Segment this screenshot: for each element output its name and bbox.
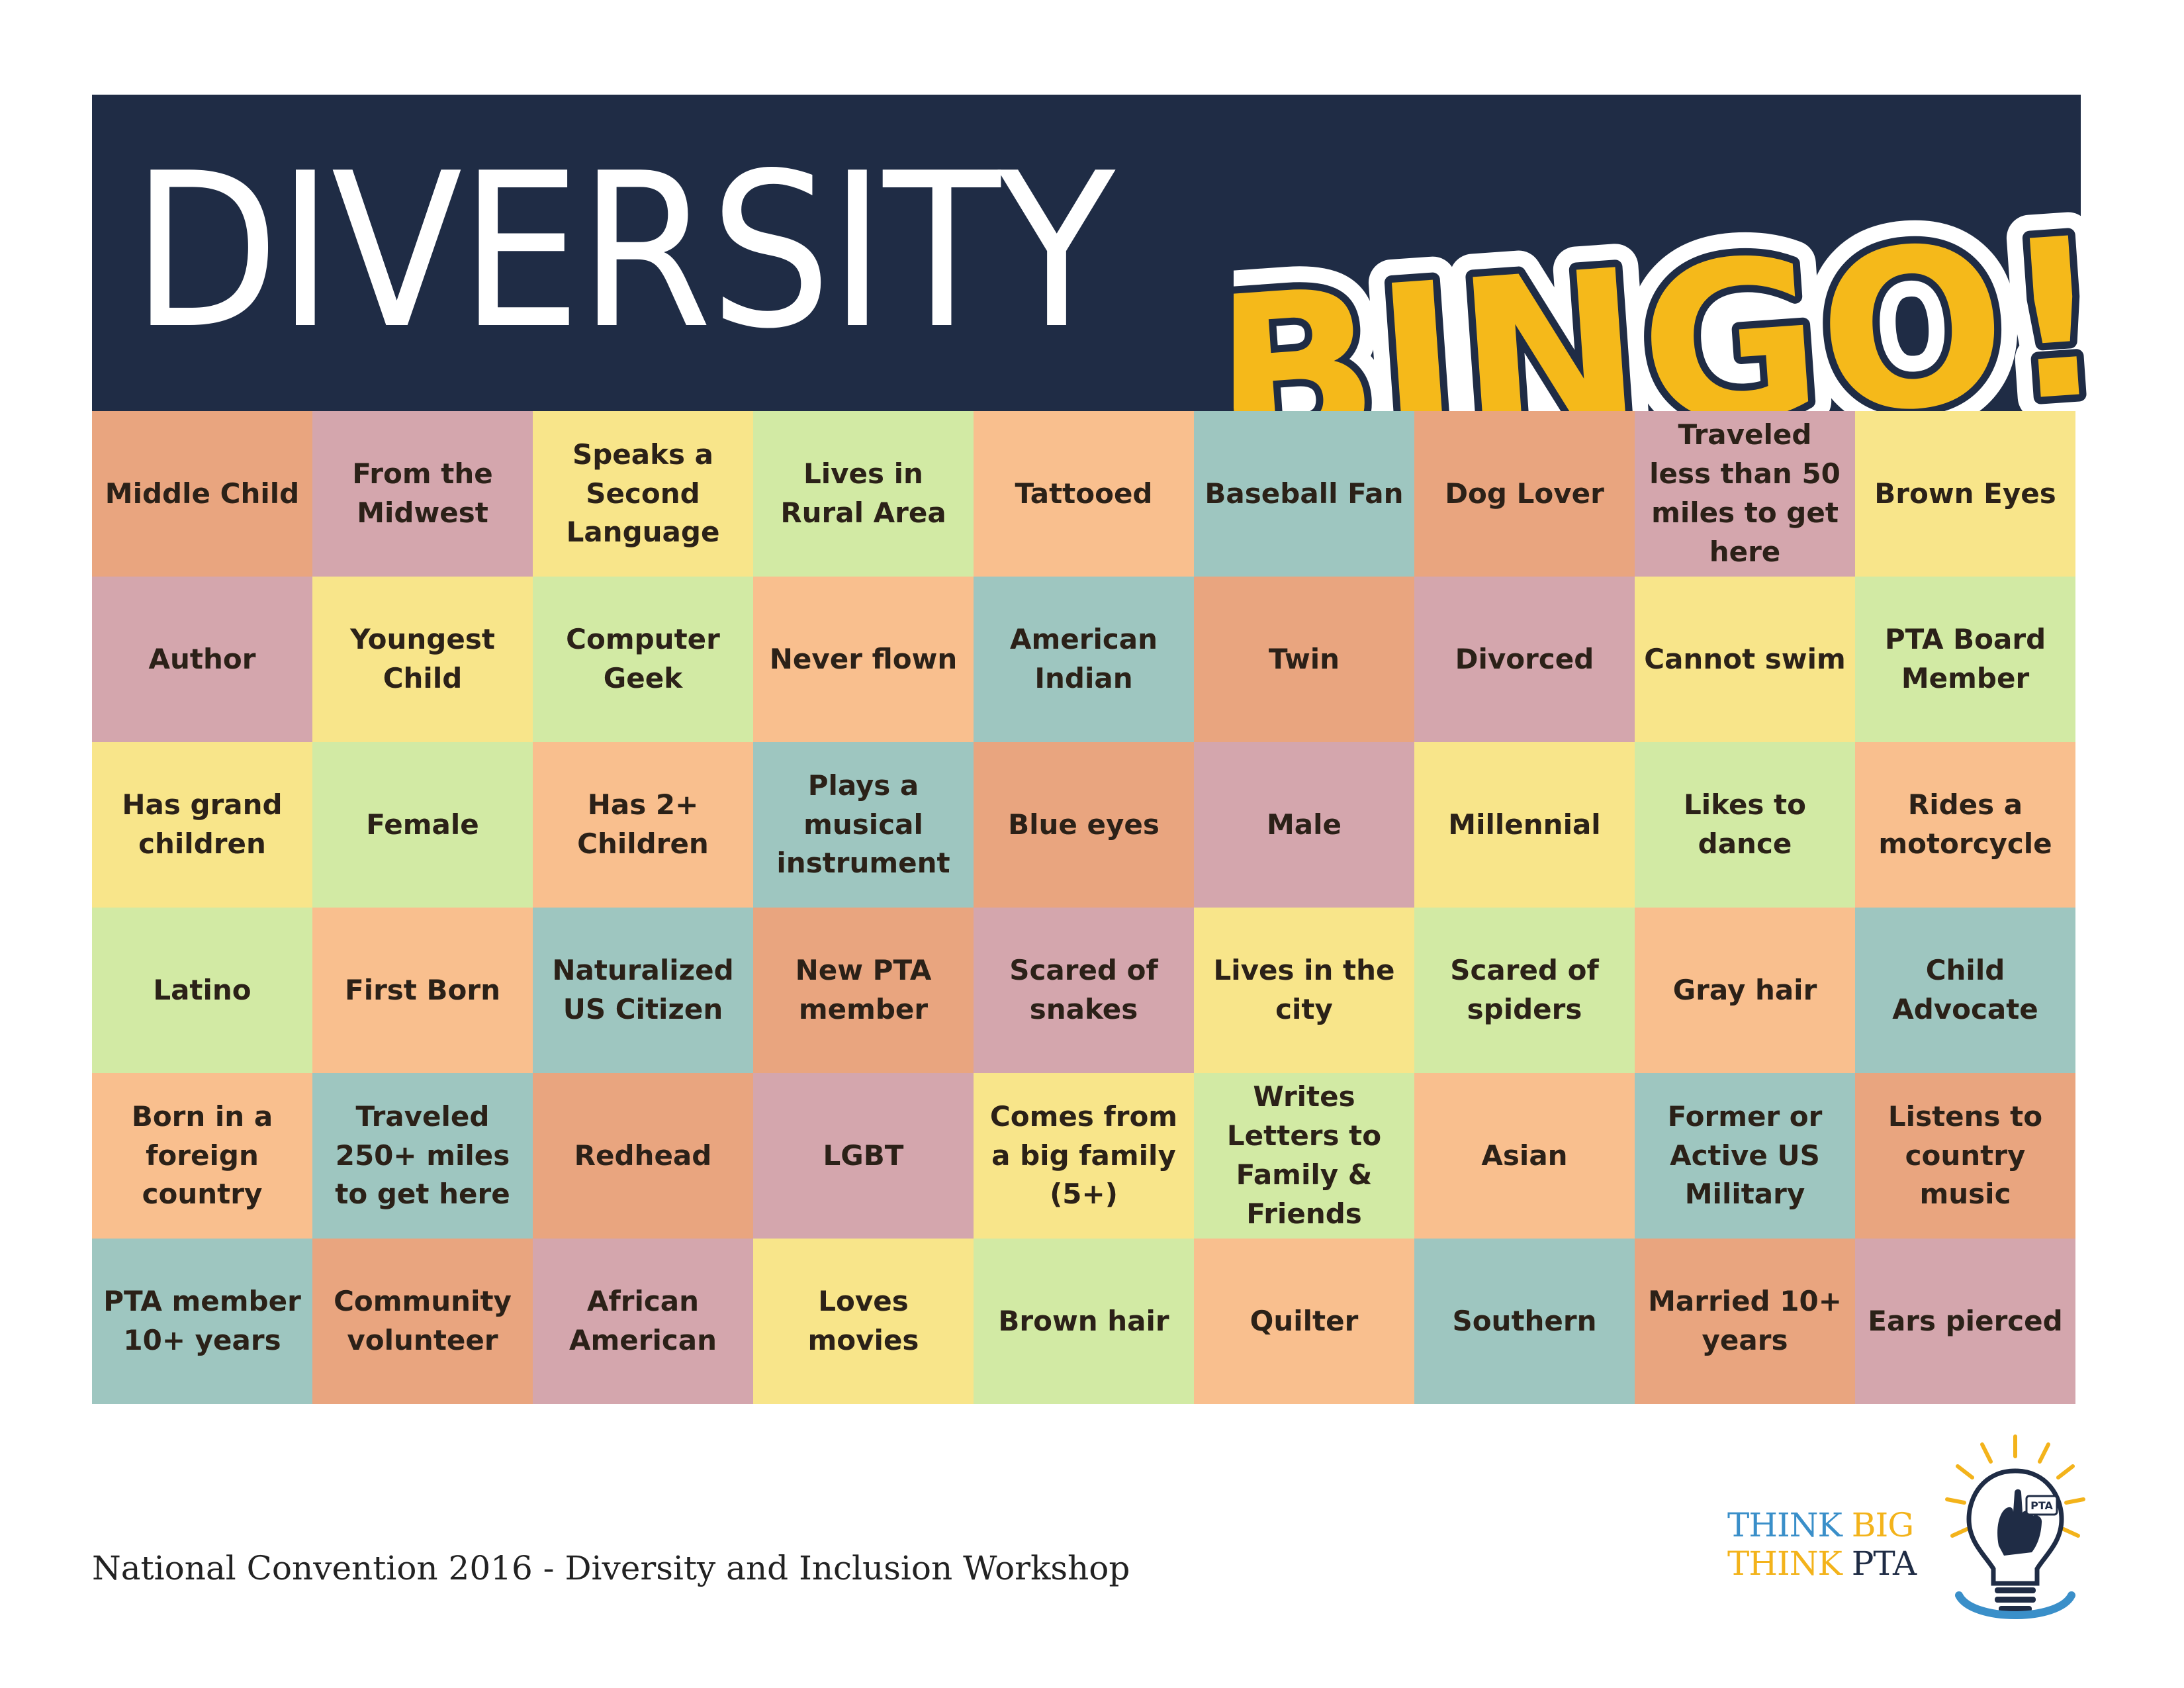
bingo-cell: Never flown bbox=[753, 577, 974, 742]
logo-line-1: THINK BIG bbox=[1727, 1506, 1916, 1544]
bingo-cell: Latino bbox=[92, 908, 312, 1073]
bingo-cell: Loves movies bbox=[753, 1239, 974, 1404]
bingo-cell: Southern bbox=[1414, 1239, 1635, 1404]
bingo-cell: African American bbox=[533, 1239, 753, 1404]
bingo-cell: Redhead bbox=[533, 1073, 753, 1239]
bingo-cell: LGBT bbox=[753, 1073, 974, 1239]
bingo-cell: Naturalized US Citizen bbox=[533, 908, 753, 1073]
logo-wordmark: THINK BIG THINK PTA bbox=[1727, 1506, 1917, 1583]
bingo-cell: Plays a musical instrument bbox=[753, 742, 974, 908]
bingo-cell: From the Midwest bbox=[312, 411, 533, 577]
bingo-cell: Baseball Fan bbox=[1194, 411, 1414, 577]
bingo-cell: Traveled less than 50 miles to get here bbox=[1635, 411, 1855, 577]
bingo-cell: Listens to country music bbox=[1855, 1073, 2075, 1239]
bingo-cell: Former or Active US Military bbox=[1635, 1073, 1855, 1239]
bingo-cell: Author bbox=[92, 577, 312, 742]
bingo-cell: Asian bbox=[1414, 1073, 1635, 1239]
logo-big: BIG bbox=[1851, 1506, 1914, 1544]
bingo-cell: Scared of snakes bbox=[974, 908, 1194, 1073]
bingo-cell: Speaks a Second Language bbox=[533, 411, 753, 577]
bingo-cell: Lives in the city bbox=[1194, 908, 1414, 1073]
bingo-cell: Male bbox=[1194, 742, 1414, 908]
bingo-cell: Writes Letters to Family & Friends bbox=[1194, 1073, 1414, 1239]
bingo-cell: Computer Geek bbox=[533, 577, 753, 742]
bingo-cell: American Indian bbox=[974, 577, 1194, 742]
logo-think-2: THINK bbox=[1727, 1544, 1843, 1583]
bingo-cell: Twin bbox=[1194, 577, 1414, 742]
bingo-cell: Rides a motorcycle bbox=[1855, 742, 2075, 908]
pta-badge bbox=[2025, 1495, 2058, 1516]
bingo-cell: Dog Lover bbox=[1414, 411, 1635, 577]
bingo-cell: Blue eyes bbox=[974, 742, 1194, 908]
bingo-cell: Gray hair bbox=[1635, 908, 1855, 1073]
bingo-cell: Quilter bbox=[1194, 1239, 1414, 1404]
bingo-cell: Tattooed bbox=[974, 411, 1194, 577]
logo-line-2: THINK PTA bbox=[1727, 1544, 1917, 1583]
bingo-cell: Youngest Child bbox=[312, 577, 533, 742]
bingo-cell: Brown Eyes bbox=[1855, 411, 2075, 577]
think-big-think-pta-logo: THINK BIG THINK PTA PTA bbox=[1727, 1430, 2098, 1628]
logo-think-1: THINK bbox=[1727, 1506, 1843, 1544]
bingo-cell: Married 10+ years bbox=[1635, 1239, 1855, 1404]
bingo-cell: Community volunteer bbox=[312, 1239, 533, 1404]
bingo-cell: Has 2+ Children bbox=[533, 742, 753, 908]
bingo-cell: PTA member 10+ years bbox=[92, 1239, 312, 1404]
bingo-cell: Comes from a big family (5+) bbox=[974, 1073, 1194, 1239]
bingo-cell: Brown hair bbox=[974, 1239, 1194, 1404]
bingo-cell: First Born bbox=[312, 908, 533, 1073]
bingo-cell: Ears pierced bbox=[1855, 1239, 2075, 1404]
bingo-cell: Likes to dance bbox=[1635, 742, 1855, 908]
logo-pta: PTA bbox=[1851, 1544, 1917, 1583]
lightbulb-hand-icon: PTA bbox=[1945, 1434, 2085, 1619]
bingo-cell: Scared of spiders bbox=[1414, 908, 1635, 1073]
bingo-cell: Female bbox=[312, 742, 533, 908]
bingo-cell: Middle Child bbox=[92, 411, 312, 577]
footer-caption: National Convention 2016 - Diversity and… bbox=[92, 1549, 1130, 1587]
bingo-cell: Divorced bbox=[1414, 577, 1635, 742]
pta-badge-label: PTA bbox=[2030, 1499, 2053, 1512]
hand-icon bbox=[1997, 1489, 2042, 1556]
bingo-cell: Traveled 250+ miles to get here bbox=[312, 1073, 533, 1239]
bingo-grid: Middle Child From the Midwest Speaks a Sec… bbox=[92, 411, 2075, 1404]
bingo-cell: New PTA member bbox=[753, 908, 974, 1073]
bingo-cell: Born in a foreign country bbox=[92, 1073, 312, 1239]
title-banner: DIVERSITY BINGO! BINGO! BINGO! bbox=[92, 95, 2114, 495]
swoosh-icon bbox=[1955, 1591, 2075, 1619]
page-title: DIVERSITY bbox=[132, 127, 1115, 375]
bingo-cell: Millennial bbox=[1414, 742, 1635, 908]
bingo-cell: Child Advocate bbox=[1855, 908, 2075, 1073]
bingo-cell: Lives in Rural Area bbox=[753, 411, 974, 577]
bingo-cell: PTA Board Member bbox=[1855, 577, 2075, 742]
light-rays-icon bbox=[1945, 1434, 2085, 1538]
bingo-cell: Cannot swim bbox=[1635, 577, 1855, 742]
bingo-cell: Has grand children bbox=[92, 742, 312, 908]
